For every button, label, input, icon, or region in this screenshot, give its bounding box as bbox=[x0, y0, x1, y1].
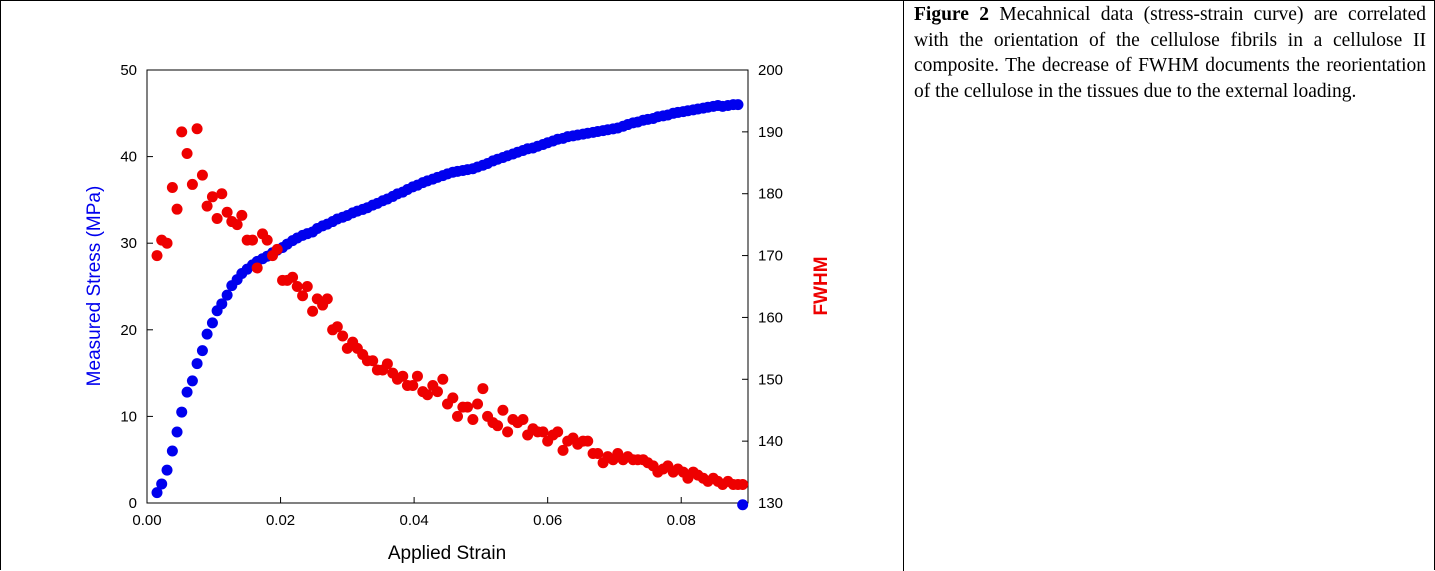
fwhm-point bbox=[186, 178, 198, 190]
fwhm-point bbox=[452, 410, 464, 422]
fwhm-point bbox=[221, 206, 233, 218]
x-tick-label: 0.02 bbox=[266, 512, 295, 529]
stress-point bbox=[191, 358, 203, 370]
stress-point bbox=[156, 478, 168, 490]
fwhm-point bbox=[497, 404, 509, 416]
fwhm-point bbox=[297, 290, 309, 302]
fwhm-point bbox=[211, 212, 223, 224]
left-axis-label: Measured Stress (MPa) bbox=[84, 186, 105, 387]
fwhm-point bbox=[437, 373, 449, 385]
left-y-tick-label: 30 bbox=[120, 235, 137, 252]
fwhm-point bbox=[462, 401, 474, 413]
fwhm-point bbox=[166, 182, 178, 194]
stress-point bbox=[186, 375, 198, 387]
fwhm-point bbox=[331, 321, 343, 333]
fwhm-point bbox=[431, 386, 443, 398]
right-y-tick-label: 160 bbox=[758, 309, 783, 326]
stress-point bbox=[151, 487, 163, 499]
fwhm-point bbox=[287, 271, 299, 283]
x-tick-label: 0.08 bbox=[667, 512, 696, 529]
stress-point bbox=[732, 99, 744, 111]
fwhm-point bbox=[421, 389, 433, 401]
fwhm-point bbox=[181, 148, 193, 160]
stress-point bbox=[737, 499, 749, 511]
fwhm-point bbox=[537, 426, 549, 438]
fwhm-point bbox=[367, 355, 379, 367]
fwhm-point bbox=[201, 200, 213, 212]
fwhm-point bbox=[337, 330, 349, 342]
stress-point bbox=[206, 317, 218, 329]
fwhm-point bbox=[176, 126, 188, 138]
fwhm-point bbox=[737, 478, 749, 490]
fwhm-point bbox=[407, 379, 419, 391]
right-y-tick-label: 180 bbox=[758, 186, 783, 203]
fwhm-point bbox=[472, 398, 484, 410]
fwhm-point bbox=[492, 420, 504, 432]
fwhm-point bbox=[582, 435, 594, 447]
fwhm-point bbox=[191, 123, 203, 135]
fwhm-point bbox=[307, 305, 319, 317]
stress-point bbox=[161, 464, 173, 476]
fwhm-point bbox=[236, 209, 248, 221]
fwhm-point bbox=[557, 444, 569, 456]
right-y-tick-label: 140 bbox=[758, 433, 783, 450]
right-y-tick-label: 170 bbox=[758, 248, 783, 265]
left-y-tick-label: 0 bbox=[129, 495, 137, 512]
fwhm-point bbox=[216, 188, 228, 200]
column-divider bbox=[903, 0, 904, 571]
fwhm-point bbox=[291, 281, 303, 292]
stress-point bbox=[171, 426, 183, 438]
left-y-tick-label: 40 bbox=[120, 149, 137, 166]
fwhm-point bbox=[592, 448, 604, 460]
x-axis-label: Applied Strain bbox=[388, 543, 506, 564]
stress-point bbox=[221, 289, 233, 301]
fwhm-point bbox=[161, 237, 173, 249]
fwhm-point bbox=[552, 426, 564, 438]
stress-point bbox=[176, 406, 188, 418]
fwhm-point bbox=[517, 413, 529, 425]
fwhm-point bbox=[381, 358, 393, 370]
x-tick-label: 0.00 bbox=[132, 512, 161, 529]
fwhm-point bbox=[171, 203, 183, 215]
stress-fwhm-chart: 0.00 0.02 0.04 0.06 0.08 0 10 20 30 40 50 130 140 1… bbox=[84, 62, 832, 564]
fwhm-point bbox=[271, 243, 283, 255]
fwhm-point bbox=[251, 262, 263, 274]
fwhm-point bbox=[411, 370, 423, 382]
fwhm-point bbox=[231, 219, 243, 231]
x-tick-label: 0.06 bbox=[533, 512, 562, 529]
stress-point bbox=[216, 298, 228, 310]
fwhm-point bbox=[502, 426, 514, 438]
caption-label: Figure 2 bbox=[914, 4, 990, 25]
chart-panel: 0.00 0.02 0.04 0.06 0.08 0 10 20 30 40 50 130 140 1… bbox=[84, 62, 832, 564]
right-y-tick-label: 190 bbox=[758, 124, 783, 141]
fwhm-point bbox=[196, 169, 208, 181]
figure-caption: Figure 2 Mecahnical data (stress-strain … bbox=[914, 2, 1426, 104]
fwhm-point bbox=[321, 293, 333, 305]
plot-frame bbox=[146, 69, 749, 504]
stress-point bbox=[196, 345, 208, 357]
right-y-tick-label: 130 bbox=[758, 495, 783, 512]
caption-text: Mecahnical data (stress-strain curve) ar… bbox=[914, 4, 1426, 102]
fwhm-point bbox=[467, 413, 479, 425]
fwhm-point bbox=[206, 191, 218, 203]
right-y-tick-label: 200 bbox=[758, 62, 783, 79]
stress-point bbox=[166, 445, 178, 457]
left-y-tick-label: 20 bbox=[120, 322, 137, 339]
left-y-tick-label: 10 bbox=[120, 408, 137, 425]
stress-point bbox=[201, 328, 213, 340]
fwhm-point bbox=[397, 370, 409, 382]
stress-point bbox=[181, 386, 193, 398]
left-y-tick-label: 50 bbox=[120, 62, 137, 79]
fwhm-point bbox=[447, 392, 459, 404]
right-axis-label: FWHM bbox=[811, 256, 832, 315]
x-tick-label: 0.04 bbox=[400, 512, 429, 529]
fwhm-point bbox=[247, 234, 259, 246]
fwhm-point bbox=[151, 250, 163, 262]
fwhm-point bbox=[301, 281, 313, 292]
fwhm-point bbox=[261, 234, 273, 246]
fwhm-point bbox=[477, 383, 489, 395]
right-y-tick-label: 150 bbox=[758, 371, 783, 388]
